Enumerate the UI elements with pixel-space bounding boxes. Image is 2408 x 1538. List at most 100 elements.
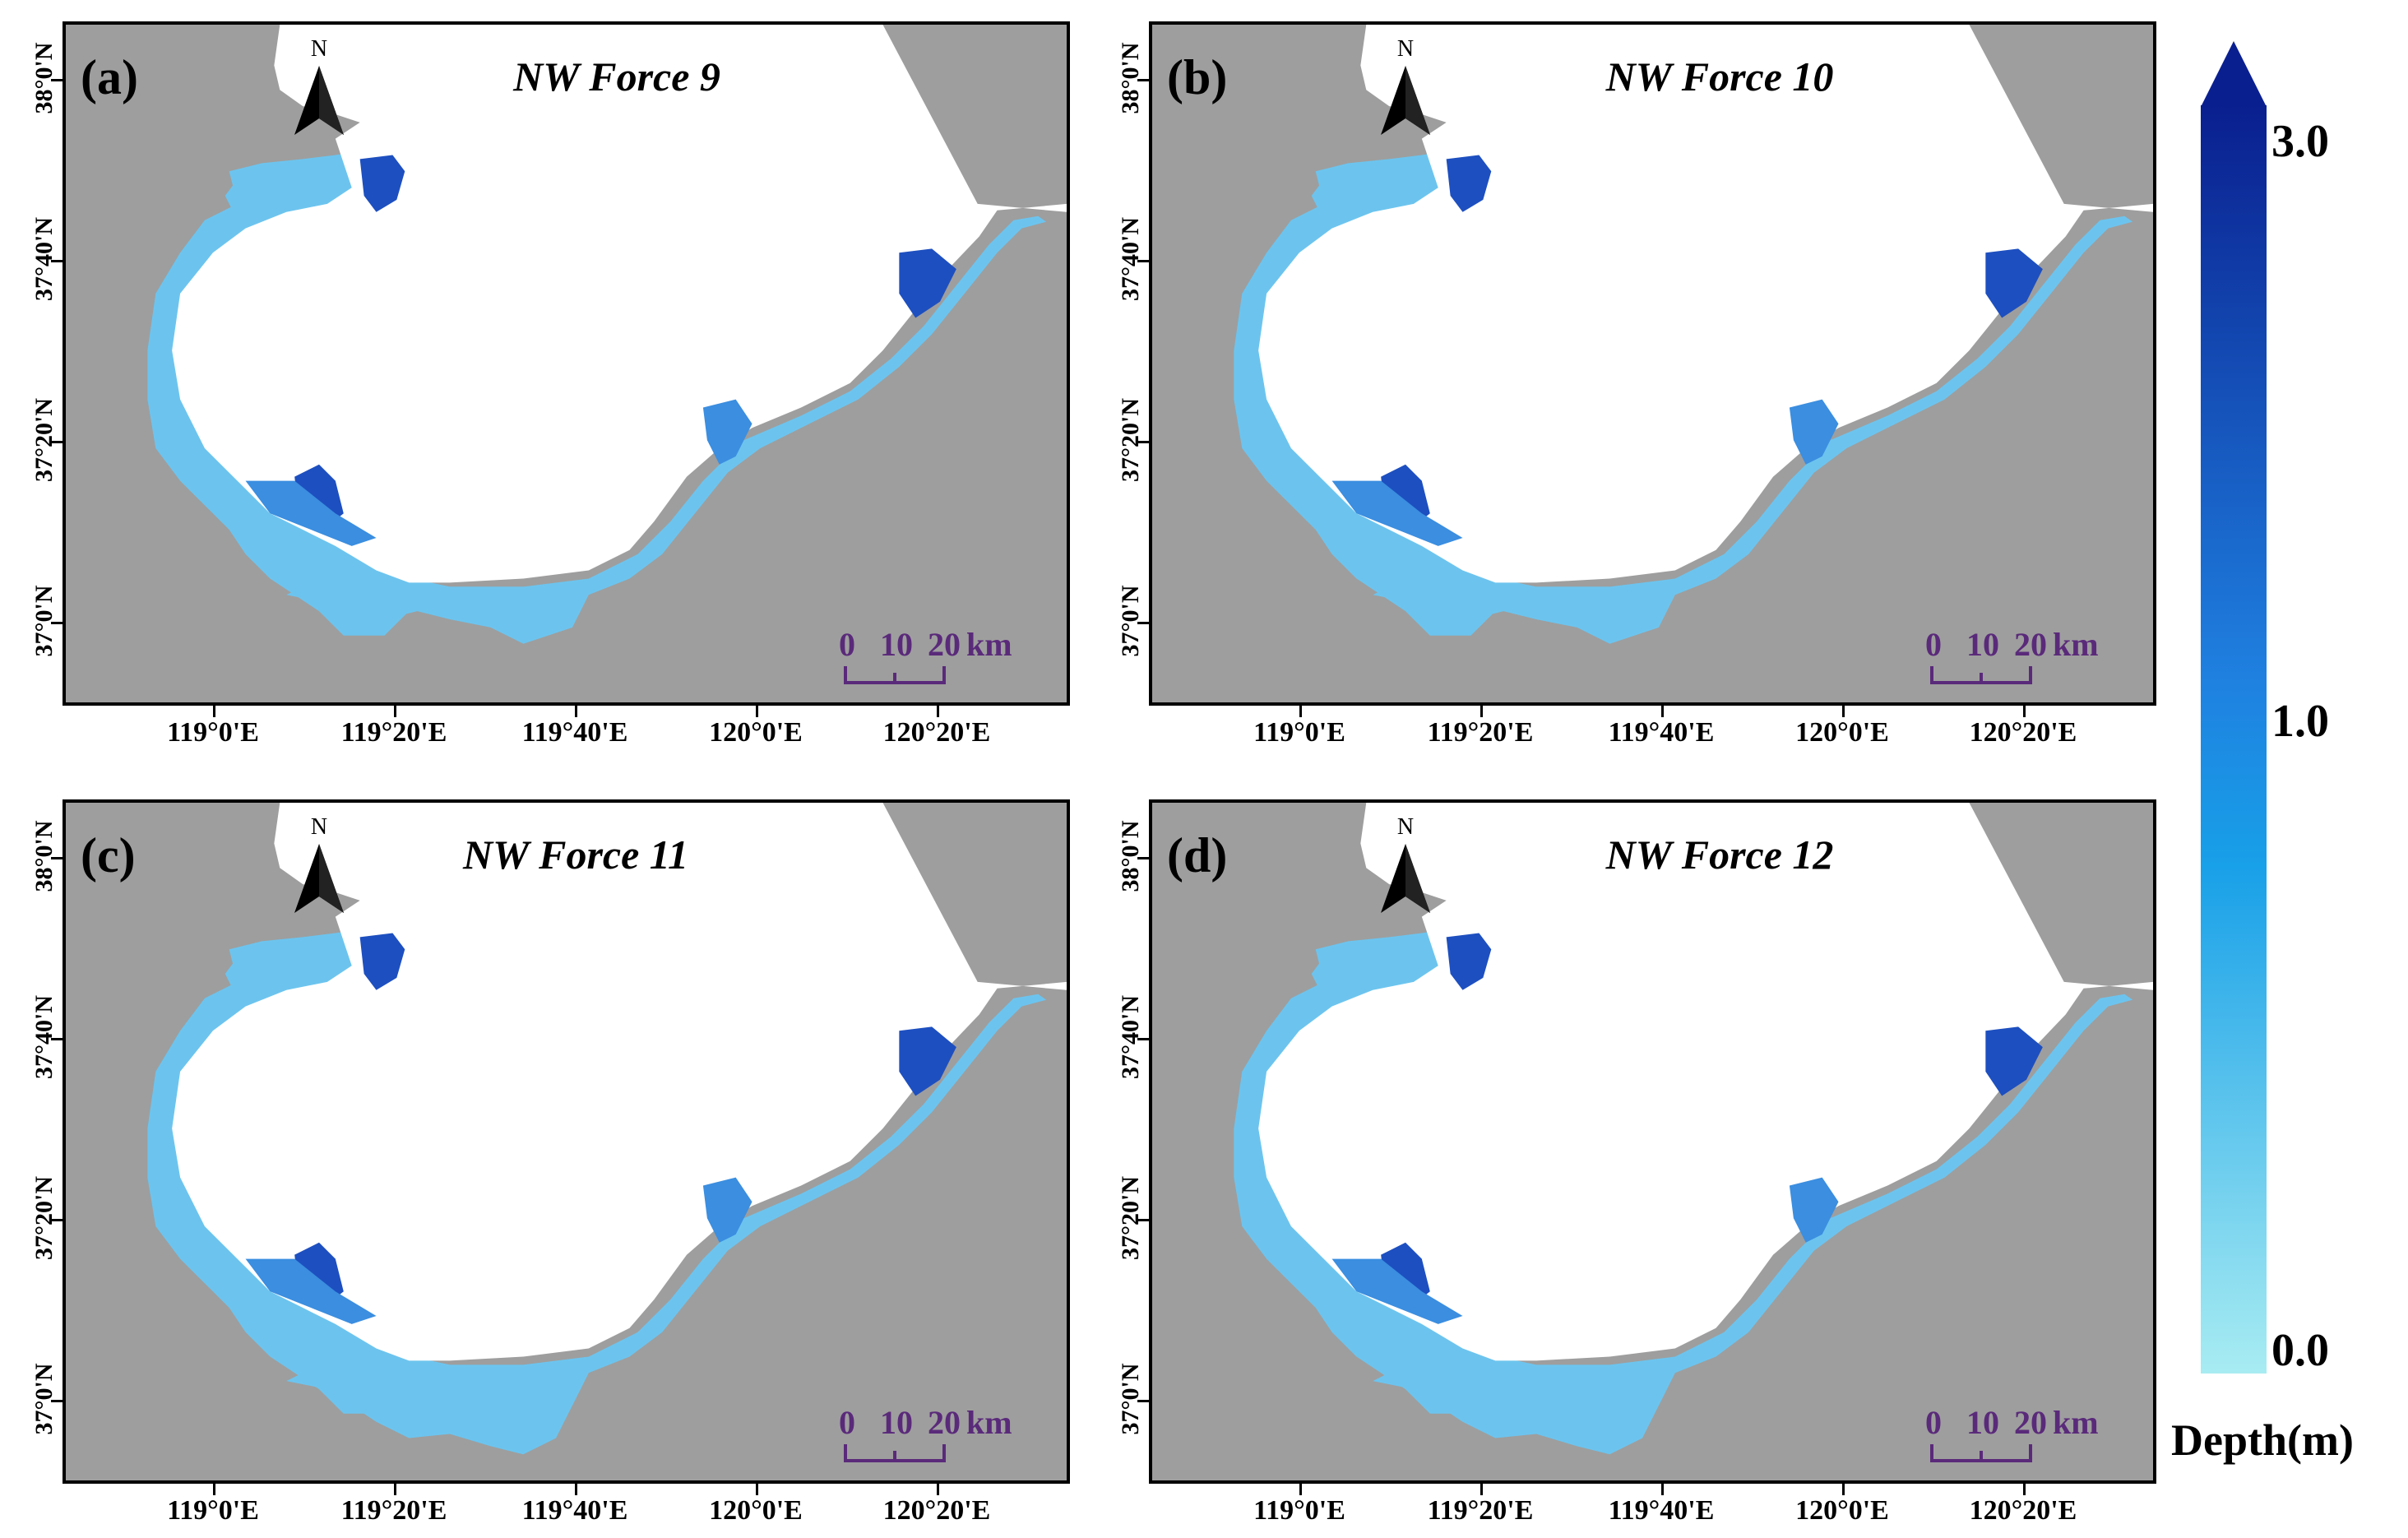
longitude-label: 119°20'E <box>340 717 447 748</box>
inundation-south <box>1373 1356 1675 1455</box>
depth-colorbar <box>2201 41 2267 1374</box>
scale-unit: km <box>966 1404 1012 1441</box>
north-arrow: N <box>288 36 350 143</box>
colorbar-gradient <box>2201 105 2267 1374</box>
longitude-tick <box>394 706 396 717</box>
longitude-label: 119°20'E <box>1427 1495 1534 1526</box>
scale-bar-line <box>1930 666 2032 684</box>
longitude-label: 120°20'E <box>1969 717 2077 748</box>
longitude-tick <box>1299 706 1302 717</box>
north-arrow: N <box>1374 814 1437 921</box>
scale-tick-10: 10 <box>880 1404 913 1441</box>
latitude-label: 37°0'N <box>30 1363 58 1435</box>
medium-patch-south <box>245 1258 377 1324</box>
scale-bar: 0 10 20 km <box>1925 625 2099 702</box>
longitude-label: 119°40'E <box>521 1495 628 1526</box>
longitude-tick <box>1661 706 1664 717</box>
longitude-label: 119°20'E <box>1427 717 1534 748</box>
legend-label-max: 3.0 <box>2271 116 2329 167</box>
scale-bar-line <box>844 1444 946 1462</box>
map-panel: (d) NW Force 12 N 0 10 20 km <box>1149 799 2156 1484</box>
deep-patch-north <box>1446 155 1492 212</box>
scale-bar: 0 10 20 km <box>839 625 1012 702</box>
longitude-tick <box>1661 1484 1664 1495</box>
longitude-tick <box>2023 706 2026 717</box>
deep-patch-north <box>359 933 405 990</box>
latitude-label: 37°0'N <box>1117 1363 1144 1435</box>
longitude-label: 119°40'E <box>1608 1495 1715 1526</box>
latitude-tick <box>1137 441 1149 443</box>
latitude-label: 37°40'N <box>30 995 58 1079</box>
colorbar-arrow <box>2201 41 2267 107</box>
latitude-tick <box>51 1400 63 1402</box>
latitude-tick <box>1137 857 1149 859</box>
map-panel: (c) NW Force 11 N 0 10 20 km <box>63 799 1070 1484</box>
north-arrow: N <box>288 814 350 921</box>
scale-bar-line <box>1930 1444 2032 1462</box>
longitude-tick <box>1842 1484 1845 1495</box>
longitude-label: 119°40'E <box>521 717 628 748</box>
longitude-tick <box>1480 706 1483 717</box>
inundation-south <box>1373 570 1667 628</box>
deep-patch-east <box>1985 1026 2043 1096</box>
legend-label-min: 0.0 <box>2271 1325 2329 1376</box>
scale-tick-0: 0 <box>1925 626 1942 663</box>
medium-patch-south <box>1331 480 1463 546</box>
latitude-tick <box>51 622 63 624</box>
longitude-tick <box>213 1484 215 1495</box>
longitude-label: 120°0'E <box>709 1495 803 1526</box>
panel-letter: (b) <box>1167 50 1228 104</box>
longitude-label: 119°0'E <box>1253 717 1345 748</box>
longitude-label: 120°0'E <box>709 717 803 748</box>
scale-tick-10: 10 <box>1966 1404 1999 1441</box>
north-label: N <box>310 36 328 62</box>
deep-patch-east <box>1985 248 2043 318</box>
longitude-tick <box>2023 1484 2026 1495</box>
inundation-south <box>286 1356 589 1455</box>
latitude-tick <box>1137 1219 1149 1221</box>
panel-title: NW Force 10 <box>1605 53 1834 100</box>
latitude-label: 37°40'N <box>1117 995 1144 1079</box>
north-arrow: N <box>1374 36 1437 143</box>
scale-tick-0: 0 <box>1925 1404 1942 1441</box>
medium-patch-east <box>702 1177 752 1243</box>
latitude-tick <box>51 441 63 443</box>
latitude-label: 38°0'N <box>1117 42 1144 114</box>
scale-unit: km <box>2053 1404 2099 1441</box>
latitude-label: 38°0'N <box>1117 820 1144 892</box>
panel-title: NW Force 12 <box>1605 832 1834 878</box>
longitude-tick <box>575 1484 577 1495</box>
latitude-tick <box>1137 79 1149 81</box>
longitude-label: 120°0'E <box>1795 1495 1889 1526</box>
longitude-label: 119°0'E <box>167 717 259 748</box>
scale-bar: 0 10 20 km <box>1925 1403 2099 1480</box>
panel-title: NW Force 9 <box>513 53 720 100</box>
latitude-tick <box>1137 1400 1149 1402</box>
latitude-tick <box>51 260 63 262</box>
scale-tick-20: 20 <box>928 626 961 663</box>
latitude-label: 37°20'N <box>30 398 58 482</box>
medium-patch-south <box>245 480 377 546</box>
inundation-south <box>286 570 581 628</box>
longitude-label: 119°0'E <box>167 1495 259 1526</box>
latitude-label: 37°20'N <box>30 1176 58 1260</box>
scale-unit: km <box>966 626 1012 663</box>
latitude-label: 37°0'N <box>30 585 58 657</box>
scale-unit: km <box>2053 626 2099 663</box>
scale-tick-10: 10 <box>1966 626 1999 663</box>
longitude-label: 119°20'E <box>340 1495 447 1526</box>
longitude-tick <box>575 706 577 717</box>
panel-letter: (d) <box>1167 828 1228 882</box>
scale-bar: 0 10 20 km <box>839 1403 1012 1480</box>
panel-letter: (c) <box>81 828 136 882</box>
longitude-tick <box>937 1484 939 1495</box>
latitude-tick <box>51 1038 63 1040</box>
latitude-tick <box>1137 260 1149 262</box>
medium-patch-east <box>702 399 752 465</box>
longitude-tick <box>213 706 215 717</box>
latitude-tick <box>51 857 63 859</box>
longitude-tick <box>937 706 939 717</box>
map-panel: (b) NW Force 10 N 0 10 20 km <box>1149 21 2156 706</box>
longitude-tick <box>1842 706 1845 717</box>
longitude-tick <box>1480 1484 1483 1495</box>
